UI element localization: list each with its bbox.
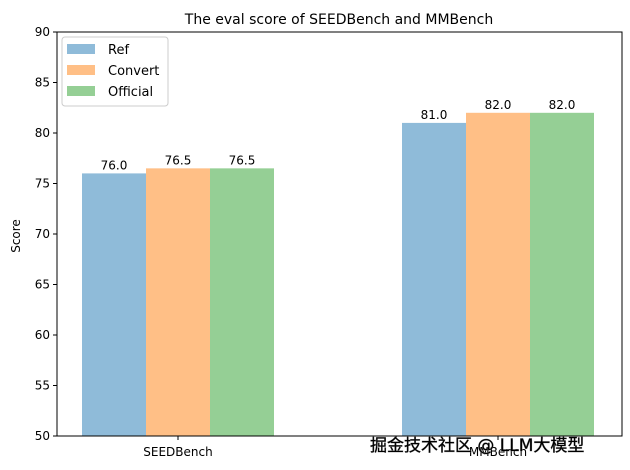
bar-ref-seedbench — [82, 173, 146, 436]
chart-title: The eval score of SEEDBench and MMBench — [184, 12, 493, 28]
watermark: 掘金技术社区 @ LLM大模型 — [370, 436, 584, 456]
plot-frame — [56, 31, 623, 437]
legend-label-convert: Convert — [108, 64, 159, 79]
x-tick-label: SEEDBench — [143, 445, 212, 459]
data-label: 82.0 — [485, 98, 512, 112]
y-tick-label: 90 — [35, 25, 50, 39]
y-tick-label: 80 — [35, 126, 50, 140]
bar-convert-mmbench — [466, 112, 530, 437]
legend-swatch-official — [67, 86, 95, 96]
bar-convert-seedbench — [146, 168, 210, 436]
data-label: 76.0 — [101, 158, 128, 172]
y-axis-label: Score — [9, 219, 23, 253]
y-axis: 50 55 60 65 70 75 80 85 90 — [35, 25, 57, 443]
legend-label-ref: Ref — [108, 43, 129, 58]
y-tick-label: 65 — [35, 278, 50, 292]
legend: Ref Convert Official — [61, 36, 169, 107]
data-labels-layer: 76.0 81.0 76.5 82.0 76.5 82.0 — [101, 98, 576, 173]
bar-official-mmbench — [530, 112, 594, 437]
legend-swatch-convert — [67, 65, 95, 75]
y-tick-label: 50 — [35, 429, 50, 443]
legend-swatch-ref — [67, 44, 95, 54]
bar-official-seedbench — [210, 168, 274, 436]
x-tick-label: MMBench — [469, 445, 527, 459]
data-label: 82.0 — [549, 98, 576, 112]
bar-ref-mmbench — [402, 122, 466, 437]
legend-label-official: Official — [108, 85, 153, 100]
data-label: 76.5 — [165, 153, 192, 167]
x-axis: SEEDBench MMBench — [143, 436, 527, 459]
bars-layer — [82, 112, 594, 437]
y-tick-label: 70 — [35, 227, 50, 241]
data-label: 81.0 — [421, 108, 448, 122]
data-label: 76.5 — [229, 153, 256, 167]
y-tick-label: 55 — [35, 379, 50, 393]
y-tick-label: 85 — [35, 76, 50, 90]
y-tick-label: 60 — [35, 328, 50, 342]
y-tick-label: 75 — [35, 177, 50, 191]
